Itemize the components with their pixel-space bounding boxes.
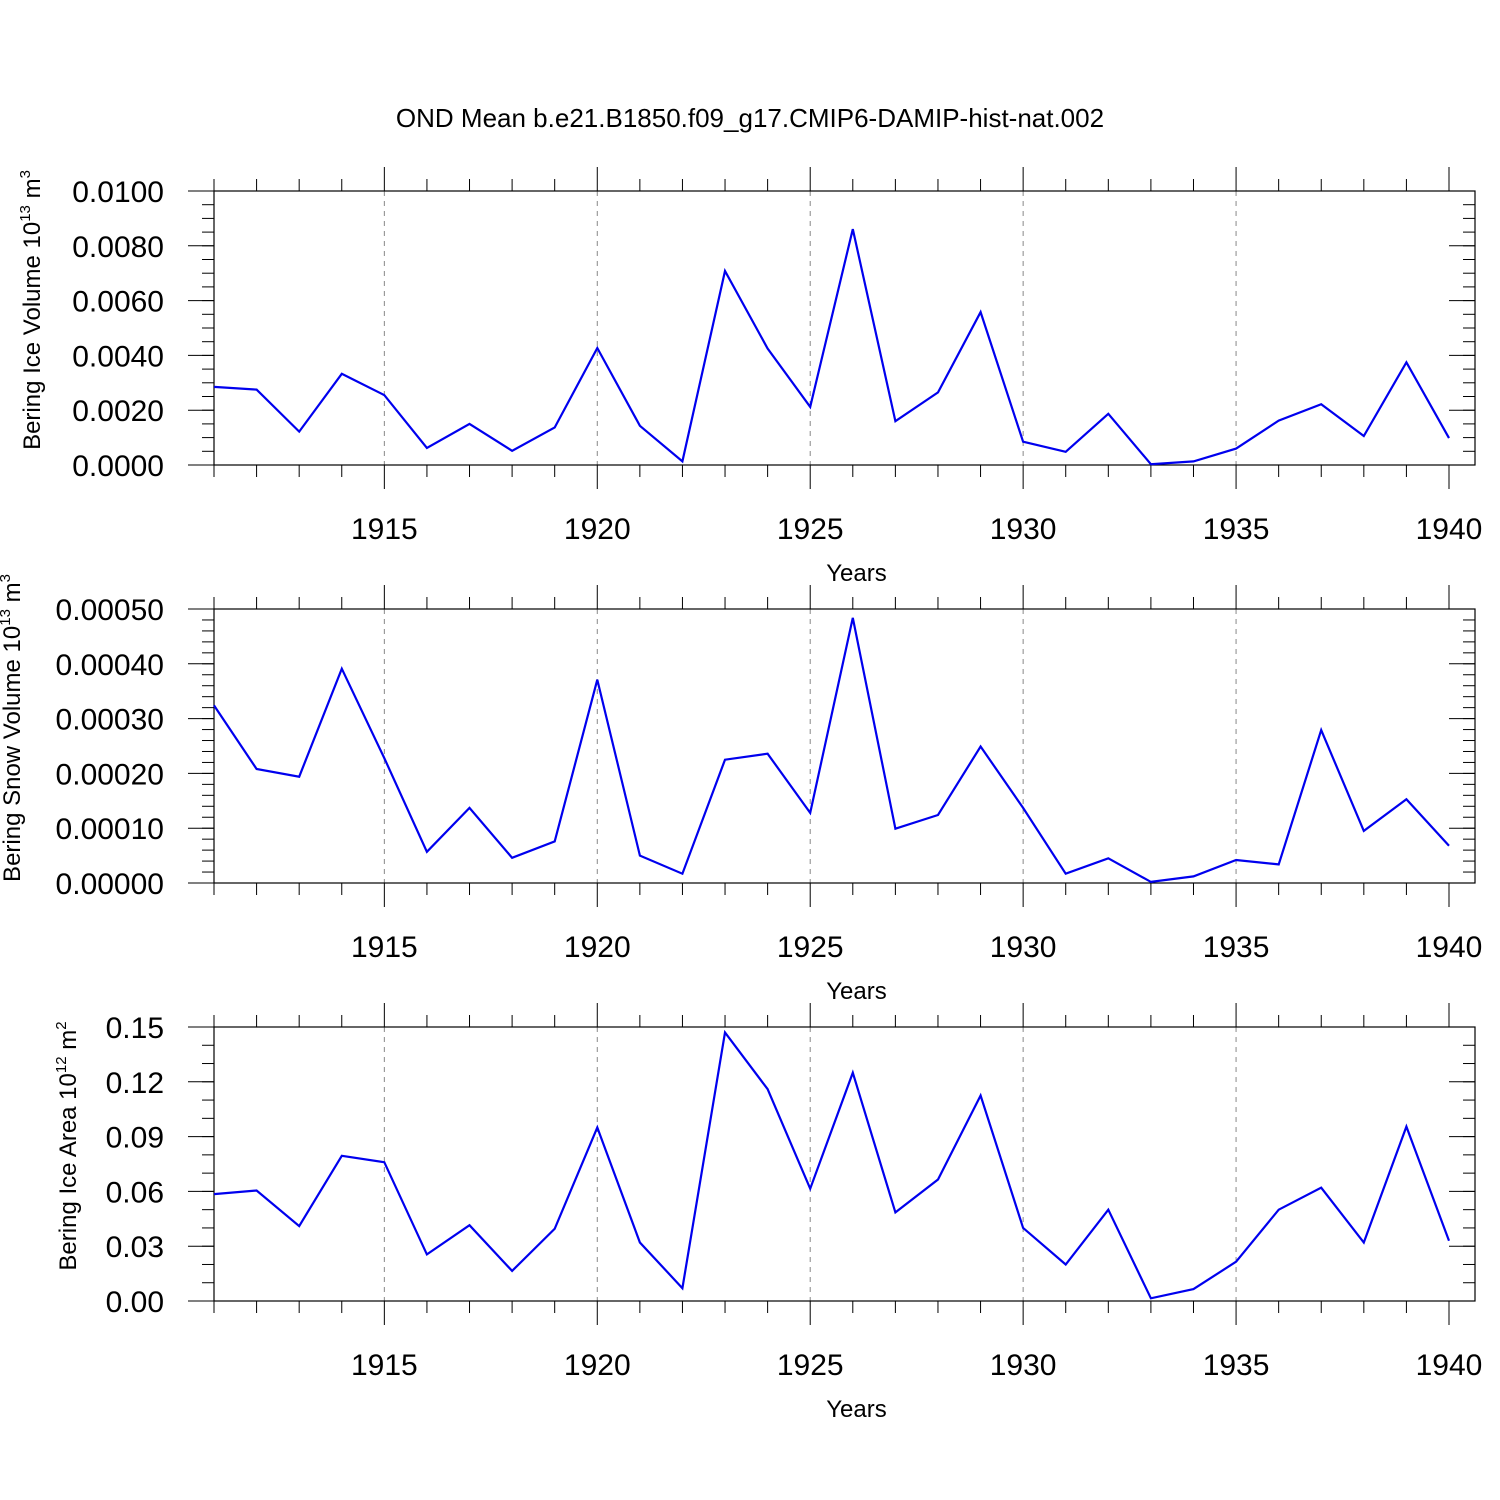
panel-snow-volume: 1915 1920 1925 1930 1935 1940 Years 0.00000 0.00… — [0, 574, 1482, 1005]
plot-frame-snow-volume — [213, 608, 1476, 884]
yaxis-title-snow-volume: Bering Snow Volume 1013 m3 — [0, 574, 26, 882]
yaxis-title-part-ylabel_base: Bering Ice Area 10 — [55, 1073, 82, 1270]
ytick-label-snow-volume-4: 0.00040 — [56, 649, 164, 682]
xaxis-title-ice-area: Years — [826, 1396, 887, 1423]
ytick-label-ice-area-0: 0.00 — [106, 1286, 164, 1319]
ytick-label-snow-volume-3: 0.00030 — [56, 704, 164, 737]
ytick-label-ice-volume-3: 0.0060 — [72, 286, 164, 319]
ytick-label-ice-volume-2: 0.0040 — [72, 340, 164, 373]
ytick-label-ice-volume-0: 0.0000 — [72, 450, 164, 483]
xtick-label-snow-volume-3: 1930 — [990, 931, 1057, 964]
xtick-label-ice-volume-3: 1930 — [990, 513, 1057, 546]
xtick-label-ice-area-4: 1935 — [1203, 1349, 1270, 1382]
xtick-label-snow-volume-0: 1915 — [351, 931, 418, 964]
xtick-label-ice-volume-4: 1935 — [1203, 513, 1270, 546]
yaxis-title-part-ylabel_exp: 13 — [0, 609, 14, 626]
xtick-label-ice-area-1: 1920 — [564, 1349, 631, 1382]
yaxis-title-ice-volume: Bering Ice Volume 1013 m3 — [17, 170, 46, 450]
plot-frame-ice-volume — [213, 190, 1476, 466]
xtick-label-ice-volume-5: 1940 — [1416, 513, 1483, 546]
ytick-label-ice-volume-1: 0.0020 — [72, 395, 164, 428]
xtick-label-ice-volume-2: 1925 — [777, 513, 844, 546]
ytick-label-snow-volume-2: 0.00020 — [56, 758, 164, 791]
series-line-ice-area — [213, 1029, 1451, 1300]
yaxis-title-part-ylabel_unit: m — [19, 178, 46, 205]
ytick-label-ice-area-1: 0.03 — [106, 1231, 164, 1264]
yaxis-title-part-ylabel_exp: 13 — [17, 205, 34, 222]
ytick-label-ice-volume-4: 0.0080 — [72, 231, 164, 264]
panel-ice-volume: 1915 1920 1925 1930 1935 1940 Years 0.0000 0.002… — [17, 167, 1482, 587]
xtick-label-ice-volume-1: 1920 — [564, 513, 631, 546]
ytick-label-snow-volume-1: 0.00010 — [56, 813, 164, 846]
series-line-ice-volume — [213, 228, 1450, 466]
xtick-label-ice-volume-0: 1915 — [351, 513, 418, 546]
figure-title: OND Mean b.e21.B1850.f09_g17.CMIP6-DAMIP… — [396, 103, 1104, 133]
xtick-label-ice-area-0: 1915 — [351, 1349, 418, 1382]
ytick-label-ice-area-2: 0.06 — [106, 1176, 164, 1209]
xtick-label-snow-volume-5: 1940 — [1416, 931, 1483, 964]
xaxis-title-ice-volume: Years — [826, 560, 887, 587]
ytick-label-ice-area-4: 0.12 — [106, 1067, 164, 1100]
yaxis-title-part-ylabel_unit: m — [0, 582, 26, 609]
ytick-label-ice-area-5: 0.15 — [106, 1012, 164, 1045]
yaxis-title-ice-area: Bering Ice Area 1012 m2 — [53, 1021, 82, 1270]
yaxis-title-part-ylabel_unit_exp: 2 — [53, 1021, 70, 1029]
ytick-label-ice-volume-5: 0.0100 — [72, 176, 164, 209]
ytick-label-snow-volume-5: 0.00050 — [56, 594, 164, 627]
xtick-label-ice-area-3: 1930 — [990, 1349, 1057, 1382]
xtick-label-ice-area-2: 1925 — [777, 1349, 844, 1382]
xtick-label-ice-area-5: 1940 — [1416, 1349, 1483, 1382]
yaxis-title-part-ylabel_unit_exp: 3 — [17, 170, 34, 178]
xaxis-title-snow-volume: Years — [826, 978, 887, 1005]
ytick-label-ice-area-3: 0.09 — [106, 1122, 164, 1155]
xtick-label-snow-volume-2: 1925 — [777, 931, 844, 964]
yaxis-title-part-ylabel_unit: m — [55, 1030, 82, 1057]
yaxis-title-part-ylabel_unit_exp: 3 — [0, 574, 14, 582]
ytick-label-snow-volume-0: 0.00000 — [56, 868, 164, 901]
series-line-snow-volume — [213, 617, 1450, 884]
yaxis-title-part-ylabel_exp: 12 — [53, 1056, 70, 1073]
plot-frame-ice-area — [213, 1026, 1476, 1302]
xtick-label-snow-volume-4: 1935 — [1203, 931, 1270, 964]
xtick-label-snow-volume-1: 1920 — [564, 931, 631, 964]
yaxis-title-part-ylabel_base: Bering Snow Volume 10 — [0, 626, 26, 882]
yaxis-title-part-ylabel_base: Bering Ice Volume 10 — [19, 222, 46, 450]
panel-ice-area: 1915 1920 1925 1930 1935 1940 Years 0.00 0.03 0.0… — [53, 1003, 1482, 1423]
